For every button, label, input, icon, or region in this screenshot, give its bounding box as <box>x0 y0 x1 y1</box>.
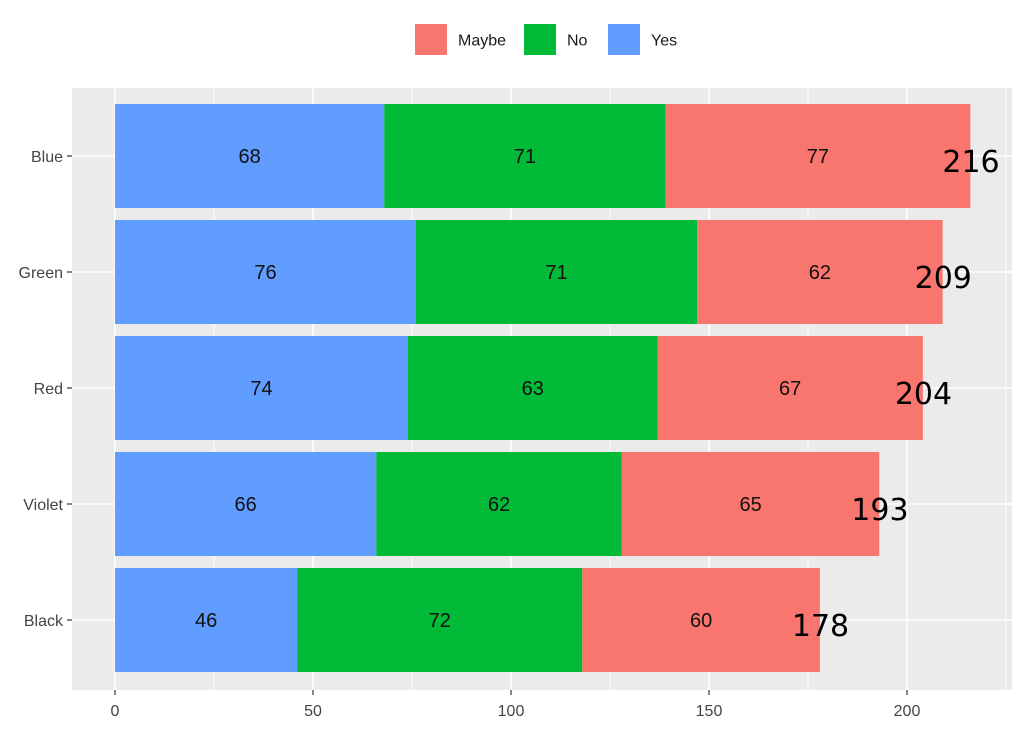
data-label: 71 <box>545 262 567 284</box>
bar-green-yes <box>115 220 416 324</box>
y-axis: Blue Green Red Violet Black <box>19 149 72 630</box>
data-label: 67 <box>779 378 801 400</box>
data-label: 66 <box>235 494 257 516</box>
bar-red-no <box>408 336 658 440</box>
x-tick-label: 0 <box>111 703 120 720</box>
data-label: 62 <box>488 494 510 516</box>
bar-green-maybe <box>697 220 943 324</box>
bar-group-green: 76 71 62 209 <box>115 220 972 324</box>
legend-key <box>524 24 556 55</box>
y-tick-label: Blue <box>31 149 63 166</box>
bar-group-blue: 68 71 77 216 <box>115 104 1000 208</box>
total-label: 209 <box>915 261 972 296</box>
bar-group-violet: 66 62 65 193 <box>115 452 909 556</box>
bar-green-no <box>415 220 698 324</box>
legend-item-maybe: Maybe <box>415 24 506 55</box>
data-label: 65 <box>739 494 761 516</box>
total-label: 178 <box>792 609 849 644</box>
bar-violet-no <box>376 452 622 556</box>
legend-item-no: No <box>524 24 588 55</box>
bars: 68 71 77 216 76 71 62 209 74 63 67 204 66 62 65 193 46 72… <box>115 104 1000 672</box>
legend-label: Maybe <box>458 33 506 50</box>
x-tick-label: 50 <box>304 703 322 720</box>
data-label: 77 <box>807 146 829 168</box>
bar-red-maybe <box>657 336 923 440</box>
data-label: 68 <box>239 146 261 168</box>
data-label: 46 <box>195 610 217 632</box>
data-label: 74 <box>250 378 272 400</box>
x-axis: 0 50 100 150 200 <box>111 690 921 720</box>
data-label: 72 <box>429 610 451 632</box>
y-tick-label: Red <box>34 381 63 398</box>
total-label: 193 <box>851 493 908 528</box>
bar-black-no <box>297 568 583 672</box>
bar-black-yes <box>115 568 298 672</box>
bar-violet-maybe <box>621 452 880 556</box>
bar-blue-maybe <box>665 104 971 208</box>
data-label: 76 <box>254 262 276 284</box>
legend-key <box>608 24 640 55</box>
data-label: 60 <box>690 610 712 632</box>
y-tick-label: Black <box>24 613 64 630</box>
bar-group-black: 46 72 60 178 <box>115 568 849 672</box>
bar-red-yes <box>115 336 409 440</box>
bar-group-red: 74 63 67 204 <box>115 336 952 440</box>
legend-item-yes: Yes <box>608 24 677 55</box>
bar-blue-yes <box>115 104 385 208</box>
data-label: 71 <box>514 146 536 168</box>
y-tick-label: Green <box>19 265 63 282</box>
legend: Maybe No Yes <box>415 24 677 55</box>
y-tick-label: Violet <box>23 497 63 514</box>
x-tick-label: 150 <box>696 703 723 720</box>
legend-label: No <box>567 33 588 50</box>
total-label: 216 <box>942 145 999 180</box>
data-label: 63 <box>522 378 544 400</box>
x-tick-label: 100 <box>498 703 525 720</box>
x-tick-label: 200 <box>894 703 921 720</box>
total-label: 204 <box>895 377 952 412</box>
legend-label: Yes <box>651 33 677 50</box>
bar-violet-yes <box>115 452 377 556</box>
legend-key <box>415 24 447 55</box>
bar-black-maybe <box>582 568 820 672</box>
bar-blue-no <box>384 104 666 208</box>
data-label: 62 <box>809 262 831 284</box>
